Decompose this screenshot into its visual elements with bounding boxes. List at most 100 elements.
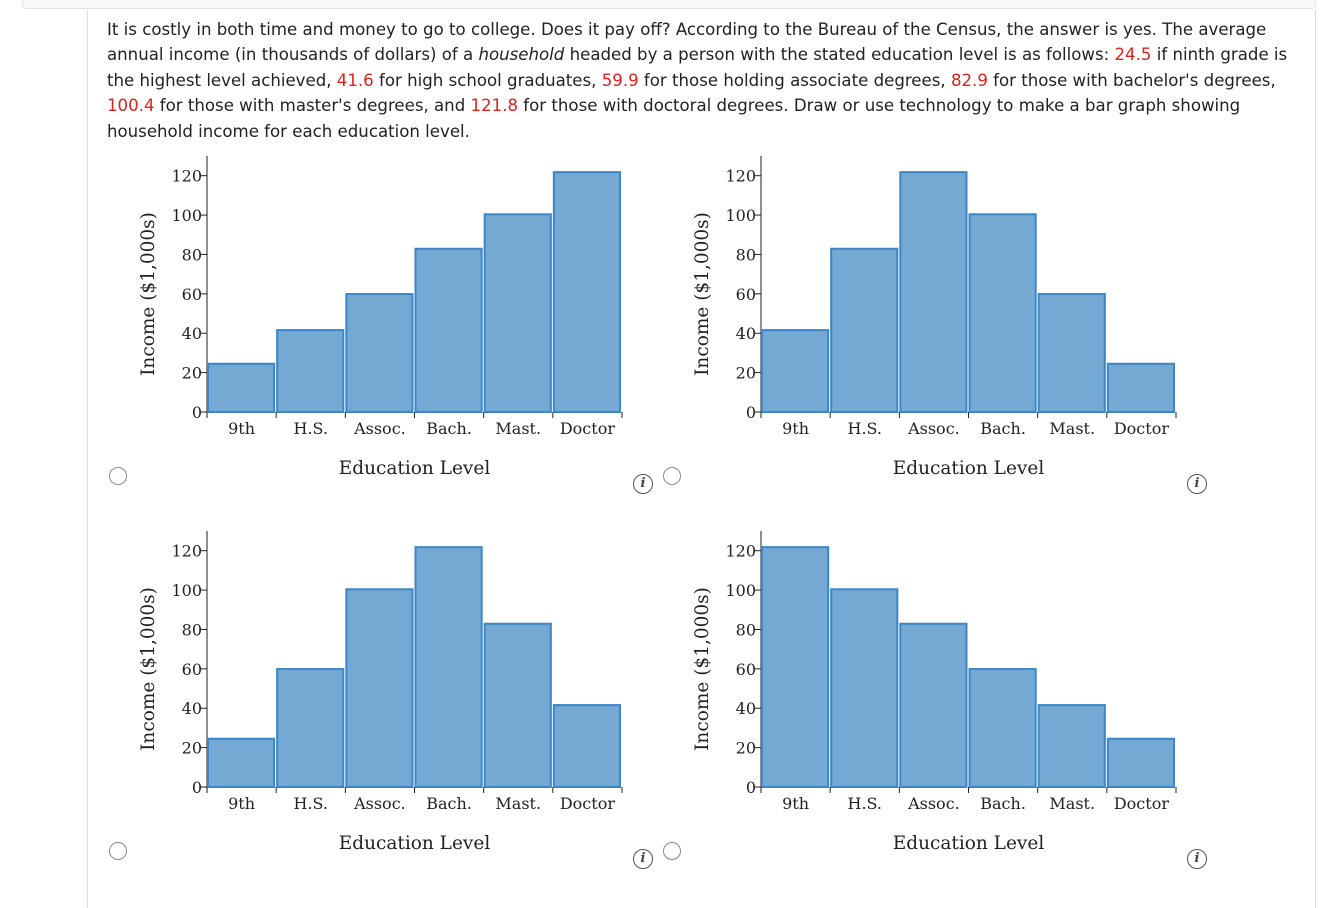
x-axis-title: Education Level [339,458,491,479]
bar-hs [830,247,899,414]
option-c-chart: 0 20 40 60 80 100 120 9th H.S. Assoc. Bach. Mast. Do… [132,523,672,863]
value-mast: 100.4 [107,96,155,116]
bar-doctor [1106,362,1176,413]
x-tick-label: 9th [228,794,255,813]
y-tick-label: 80 [736,620,756,639]
option-a-chart: 0 20 40 60 80 100 120 9th H.S. Assoc. Bach. Mast. Do… [132,148,672,488]
option-c-info-icon[interactable]: i [633,849,653,869]
bar-hs [830,588,899,788]
value-ninth: 24.5 [1114,45,1152,65]
question-panel [87,10,1316,908]
y-tick-label: 40 [736,699,756,718]
x-tick-label: 9th [782,794,809,813]
value-hs: 41.6 [336,70,374,90]
option-a-info-icon[interactable]: i [633,474,653,494]
bar-9th [207,737,276,788]
x-tick-label: Assoc. [353,794,406,813]
bar-mast [483,213,552,413]
x-tick-label: Bach. [426,419,472,438]
y-tick-label: 0 [192,778,202,797]
x-tick-label: Bach. [980,419,1026,438]
x-tick-label: H.S. [847,419,882,438]
x-tick-label: Bach. [980,794,1026,813]
option-a-radio[interactable] [109,467,127,485]
y-tick-label: 20 [736,739,756,758]
x-tick-label: Assoc. [907,794,960,813]
x-tick-label: Doctor [560,794,615,813]
y-tick-label: 100 [725,206,756,225]
y-tick-label: 40 [182,324,202,343]
y-tick-label: 20 [736,364,756,383]
x-axis-title: Education Level [893,833,1045,854]
bar-chart-svg: 0 20 40 60 80 100 120 9th H.S. Assoc. Bach. Mast. Do… [692,156,1177,479]
x-tick-label: Doctor [1114,419,1169,438]
x-tick-label: 9th [228,419,255,438]
bar-mast [483,622,552,789]
bar-9th [761,546,830,789]
bar-chart-svg: 0 20 40 60 80 100 120 9th H.S. Assoc. Bach. Mast. Do… [692,531,1177,854]
y-tick-label: 40 [736,324,756,343]
option-b-info-icon[interactable]: i [1187,474,1207,494]
value-doctor: 121.8 [470,96,519,116]
y-tick-label: 100 [171,206,202,225]
bar-assoc [899,171,968,414]
question-text: It is costly in both time and money to g… [107,20,1288,141]
bar-hs [276,329,345,413]
x-tick-label: H.S. [847,794,882,813]
y-tick-label: 60 [182,285,202,304]
x-tick-label: H.S. [293,794,328,813]
y-tick-label: 0 [192,403,202,422]
y-tick-label: 60 [736,285,756,304]
option-c-radio[interactable] [109,842,127,860]
household-emphasis: household [478,45,565,65]
bar-hs [276,668,345,788]
x-tick-label: Doctor [1114,794,1169,813]
y-tick-label: 20 [182,739,202,758]
bar-assoc [899,622,968,789]
option-d-radio[interactable] [663,842,681,860]
option-b-radio[interactable] [663,467,681,485]
bar-9th [761,329,830,413]
x-tick-label: Doctor [560,419,615,438]
bar-assoc [345,588,414,788]
bar-bach [414,247,483,414]
x-tick-label: 9th [782,419,809,438]
x-tick-label: H.S. [293,419,328,438]
bar-bach [968,213,1037,413]
y-axis-title: Income ($1,000s) [692,587,713,751]
y-tick-label: 120 [725,167,756,186]
value-bach: 82.9 [950,70,988,90]
y-axis-title: Income ($1,000s) [692,212,713,376]
x-axis-title: Education Level [339,833,491,854]
bar-bach [414,546,483,789]
bar-mast [1037,293,1106,413]
x-tick-label: Bach. [426,794,472,813]
option-d-chart: 0 20 40 60 80 100 120 9th H.S. Assoc. Bach. Mast. Do… [686,523,1226,863]
y-tick-label: 80 [736,245,756,264]
bar-doctor [1106,737,1176,788]
bar-doctor [552,171,622,414]
top-bar [22,0,1316,9]
option-d-info-icon[interactable]: i [1187,849,1207,869]
y-tick-label: 40 [182,699,202,718]
y-axis-title: Income ($1,000s) [138,587,159,751]
x-tick-label: Assoc. [353,419,406,438]
y-tick-label: 60 [182,660,202,679]
y-tick-label: 0 [746,403,756,422]
bar-bach [968,668,1037,788]
x-tick-label: Mast. [1049,794,1095,813]
option-b-chart: 0 20 40 60 80 100 120 9th H.S. Assoc. Bach. Mast. Do… [686,148,1226,488]
x-tick-label: Mast. [495,794,541,813]
y-tick-label: 120 [171,167,202,186]
bar-9th [207,362,276,413]
x-tick-label: Assoc. [907,419,960,438]
y-tick-label: 100 [171,581,202,600]
bar-chart-svg: 0 20 40 60 80 100 120 9th H.S. Assoc. Bach. Mast. Do… [138,156,623,479]
x-axis-title: Education Level [893,458,1045,479]
y-tick-label: 60 [736,660,756,679]
value-assoc: 59.9 [601,70,639,90]
y-tick-label: 80 [182,620,202,639]
x-tick-label: Mast. [495,419,541,438]
y-tick-label: 0 [746,778,756,797]
bar-chart-svg: 0 20 40 60 80 100 120 9th H.S. Assoc. Bach. Mast. Do… [138,531,623,854]
